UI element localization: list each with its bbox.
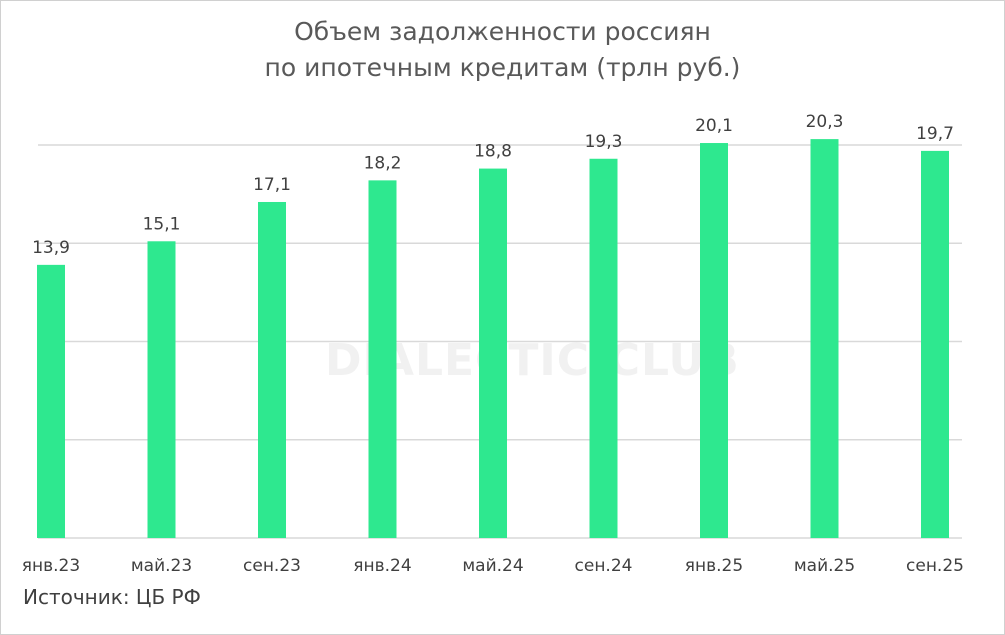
x-tick-label-2: сен.23 xyxy=(243,556,301,576)
bar-2 xyxy=(258,201,286,539)
data-label-7: 20,3 xyxy=(806,112,844,132)
data-label-5: 19,3 xyxy=(585,132,623,152)
x-tick-label-1: май.23 xyxy=(131,556,192,576)
x-tick-label-3: янв.24 xyxy=(353,556,411,576)
x-tick-label-5: сен.24 xyxy=(575,556,633,576)
x-tick-label-7: май.25 xyxy=(794,556,855,576)
bar-7 xyxy=(810,139,839,539)
data-label-4: 18,8 xyxy=(474,142,512,162)
x-tick-label-0: янв.23 xyxy=(22,556,80,576)
data-label-6: 20,1 xyxy=(695,116,733,136)
bar-0 xyxy=(37,264,65,538)
bar-1 xyxy=(147,241,176,538)
bar-3 xyxy=(368,180,397,538)
bar-6 xyxy=(700,143,728,538)
chart-title-line-2: по ипотечным кредитам (трлн руб.) xyxy=(264,53,741,82)
chart-title-line-1: Объем задолженности россиян xyxy=(294,17,711,46)
bar-8 xyxy=(921,150,949,538)
source-note: Источник: ЦБ РФ xyxy=(23,585,201,609)
data-label-0: 13,9 xyxy=(32,238,70,258)
x-tick-label-4: май.24 xyxy=(462,556,523,576)
x-tick-label-6: янв.25 xyxy=(685,556,743,576)
bar-4 xyxy=(479,168,507,538)
data-label-1: 15,1 xyxy=(143,214,181,234)
x-tick-label-8: сен.25 xyxy=(906,556,964,576)
data-label-8: 19,7 xyxy=(916,124,954,144)
data-label-2: 17,1 xyxy=(253,175,291,195)
bar-5 xyxy=(589,158,618,538)
chart-title: Объем задолженности россиян по ипотечным… xyxy=(0,14,1005,86)
data-label-3: 18,2 xyxy=(364,153,402,173)
